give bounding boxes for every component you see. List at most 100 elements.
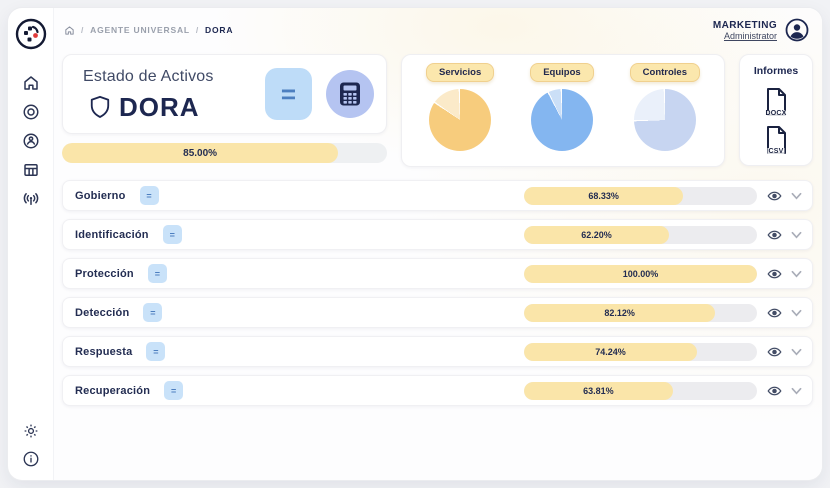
- progress-track: 68.33%: [524, 186, 757, 205]
- eye-icon[interactable]: [767, 385, 782, 397]
- breadcrumb-current: DORA: [205, 25, 234, 35]
- category-label: Respuesta: [75, 345, 133, 358]
- progress-track: 82.12%: [524, 303, 757, 322]
- breadcrumb-separator: /: [81, 25, 85, 35]
- breadcrumb-section[interactable]: AGENTE UNIVERSAL: [90, 25, 190, 35]
- breadcrumb: / AGENTE UNIVERSAL / DORA: [64, 25, 233, 36]
- progress-value: 68.33%: [588, 190, 619, 201]
- progress-value: 63.81%: [583, 385, 614, 396]
- progress-fill: 68.33%: [524, 186, 684, 205]
- sidebar-bottom: [22, 422, 40, 468]
- equals-glyph: =: [146, 190, 152, 201]
- equals-glyph: =: [154, 268, 160, 279]
- equals-button[interactable]: =: [164, 381, 184, 400]
- pie-chart-controles: [633, 89, 696, 151]
- breadcrumb-home-icon[interactable]: [64, 25, 75, 36]
- info-icon[interactable]: [22, 450, 40, 468]
- breadcrumb-separator: /: [195, 25, 200, 35]
- topbar: / AGENTE UNIVERSAL / DORA MARKETING Admi…: [54, 8, 822, 52]
- chevron-down-icon[interactable]: [791, 387, 802, 395]
- user-scan-icon[interactable]: [22, 132, 40, 150]
- progress-track: 63.81%: [524, 381, 757, 400]
- user-role-link[interactable]: Administrator: [723, 30, 777, 41]
- row-deteccion: Detección = 82.12%: [62, 297, 813, 328]
- shield-icon: [89, 95, 111, 119]
- progress-value: 62.20%: [581, 229, 612, 240]
- equals-button[interactable]: =: [139, 186, 159, 205]
- row-respuesta: Respuesta = 74.24%: [62, 336, 813, 367]
- progress-fill: 63.81%: [524, 381, 673, 400]
- category-rows: Gobierno = 68.33% Identificación =: [62, 180, 813, 406]
- eye-icon[interactable]: [767, 307, 782, 319]
- row-identificacion: Identificación = 62.20%: [62, 219, 813, 250]
- overall-progress-track: 85.00%: [62, 143, 387, 163]
- pie-charts-card: Servicios Equipos Controles: [401, 54, 725, 167]
- equals-glyph: =: [153, 346, 159, 357]
- calculator-icon: [340, 82, 360, 106]
- progress-value: 82.12%: [604, 307, 635, 318]
- framework-name: DORA: [119, 91, 200, 122]
- reports-card: Informes DOCX CSV: [739, 54, 813, 166]
- progress-value: 74.24%: [595, 346, 626, 357]
- overall-progress-value: 85.00%: [183, 147, 218, 159]
- chevron-down-icon[interactable]: [791, 348, 802, 356]
- card-title: Estado de Activos: [83, 67, 214, 85]
- table-icon[interactable]: [22, 161, 40, 179]
- eye-icon[interactable]: [767, 190, 782, 202]
- equals-button[interactable]: =: [147, 264, 167, 283]
- pie-block-equipos: Equipos: [530, 63, 594, 158]
- main-area: / AGENTE UNIVERSAL / DORA MARKETING Admi…: [54, 8, 822, 480]
- sidebar: [8, 8, 54, 480]
- equals-glyph: =: [150, 307, 156, 318]
- brand-logo-icon[interactable]: [15, 18, 47, 50]
- progress-fill: 62.20%: [524, 225, 669, 244]
- pie-block-servicios: Servicios: [425, 63, 495, 158]
- target-icon[interactable]: [22, 103, 40, 121]
- progress-track: 62.20%: [524, 225, 757, 244]
- progress-fill: 100.00%: [524, 264, 757, 283]
- equals-button[interactable]: =: [143, 303, 163, 322]
- docx-download-icon[interactable]: DOCX: [763, 87, 789, 117]
- pie-chart-equipos: [530, 89, 593, 151]
- home-icon[interactable]: [22, 74, 40, 92]
- progress-track: 74.24%: [524, 342, 757, 361]
- eye-icon[interactable]: [767, 229, 782, 241]
- equals-button[interactable]: =: [146, 342, 166, 361]
- eye-icon[interactable]: [767, 268, 782, 280]
- asset-status-card: Estado de Activos DORA =: [62, 54, 387, 134]
- reports-title: Informes: [753, 65, 799, 77]
- pie-label: Servicios: [425, 63, 495, 82]
- user-menu: MARKETING Administrator: [713, 18, 809, 42]
- pie-label: Controles: [629, 63, 700, 82]
- eye-icon[interactable]: [767, 346, 782, 358]
- user-team: MARKETING: [712, 19, 777, 31]
- equals-button[interactable]: =: [162, 225, 182, 244]
- equals-glyph: =: [169, 229, 175, 240]
- csv-download-icon[interactable]: CSV: [763, 125, 789, 155]
- row-proteccion: Protección = 100.00%: [62, 258, 813, 289]
- sidebar-nav: [22, 74, 40, 208]
- category-label: Gobierno: [75, 189, 126, 202]
- avatar[interactable]: [785, 18, 809, 42]
- calculator-button[interactable]: [326, 70, 374, 118]
- progress-track: 100.00%: [524, 264, 757, 283]
- category-label: Protección: [75, 267, 134, 280]
- chevron-down-icon[interactable]: [791, 192, 802, 200]
- docx-label: DOCX: [764, 110, 788, 117]
- category-label: Recuperación: [75, 384, 151, 397]
- chevron-down-icon[interactable]: [791, 231, 802, 239]
- chevron-down-icon[interactable]: [791, 309, 802, 317]
- csv-label: CSV: [767, 148, 785, 155]
- equals-button[interactable]: =: [265, 68, 312, 120]
- settings-gear-icon[interactable]: [22, 422, 40, 440]
- summary-section: Estado de Activos DORA =: [54, 52, 822, 167]
- app-window: / AGENTE UNIVERSAL / DORA MARKETING Admi…: [8, 8, 822, 480]
- chevron-down-icon[interactable]: [791, 270, 802, 278]
- pie-chart-servicios: [429, 89, 492, 151]
- row-recuperacion: Recuperación = 63.81%: [62, 375, 813, 406]
- overall-progress-fill: 85.00%: [62, 143, 339, 163]
- category-label: Detección: [75, 306, 130, 319]
- row-gobierno: Gobierno = 68.33%: [62, 180, 813, 211]
- broadcast-icon[interactable]: [22, 190, 40, 208]
- pie-block-controles: Controles: [629, 63, 700, 158]
